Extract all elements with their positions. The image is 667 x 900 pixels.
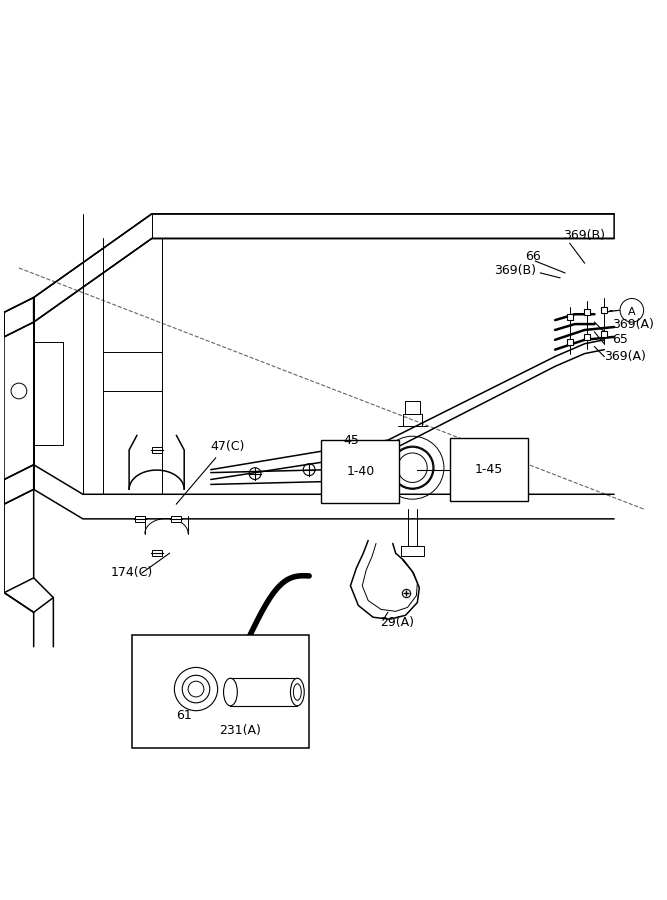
Bar (602, 331, 607, 337)
Text: 45: 45 (344, 434, 360, 446)
Ellipse shape (290, 679, 304, 706)
Text: 1-45: 1-45 (475, 464, 504, 476)
Ellipse shape (223, 679, 237, 706)
Bar (482, 468, 491, 478)
Text: 29(A): 29(A) (380, 616, 414, 629)
Bar (135, 516, 145, 522)
Text: 66: 66 (526, 249, 542, 263)
Bar (151, 447, 161, 453)
Text: 1-40: 1-40 (346, 465, 374, 478)
Text: A: A (628, 307, 636, 318)
Bar (334, 458, 344, 468)
Text: 369(B): 369(B) (494, 265, 536, 277)
Bar (602, 308, 607, 313)
Text: 174(C): 174(C) (111, 566, 153, 580)
Bar (334, 468, 344, 478)
Text: 47(C): 47(C) (211, 439, 245, 453)
Text: 65: 65 (612, 333, 628, 346)
FancyBboxPatch shape (132, 635, 309, 748)
Text: 61: 61 (176, 709, 192, 722)
Text: 369(B): 369(B) (563, 229, 605, 242)
Bar (584, 334, 590, 340)
Text: 369(A): 369(A) (604, 350, 646, 363)
Bar (567, 338, 573, 345)
Circle shape (182, 675, 210, 703)
Bar (482, 458, 491, 468)
Text: 369(A): 369(A) (612, 318, 654, 330)
Bar (567, 314, 573, 320)
Bar (151, 550, 161, 556)
Text: 231(A): 231(A) (219, 724, 261, 737)
Bar (171, 516, 181, 522)
Bar (584, 310, 590, 315)
